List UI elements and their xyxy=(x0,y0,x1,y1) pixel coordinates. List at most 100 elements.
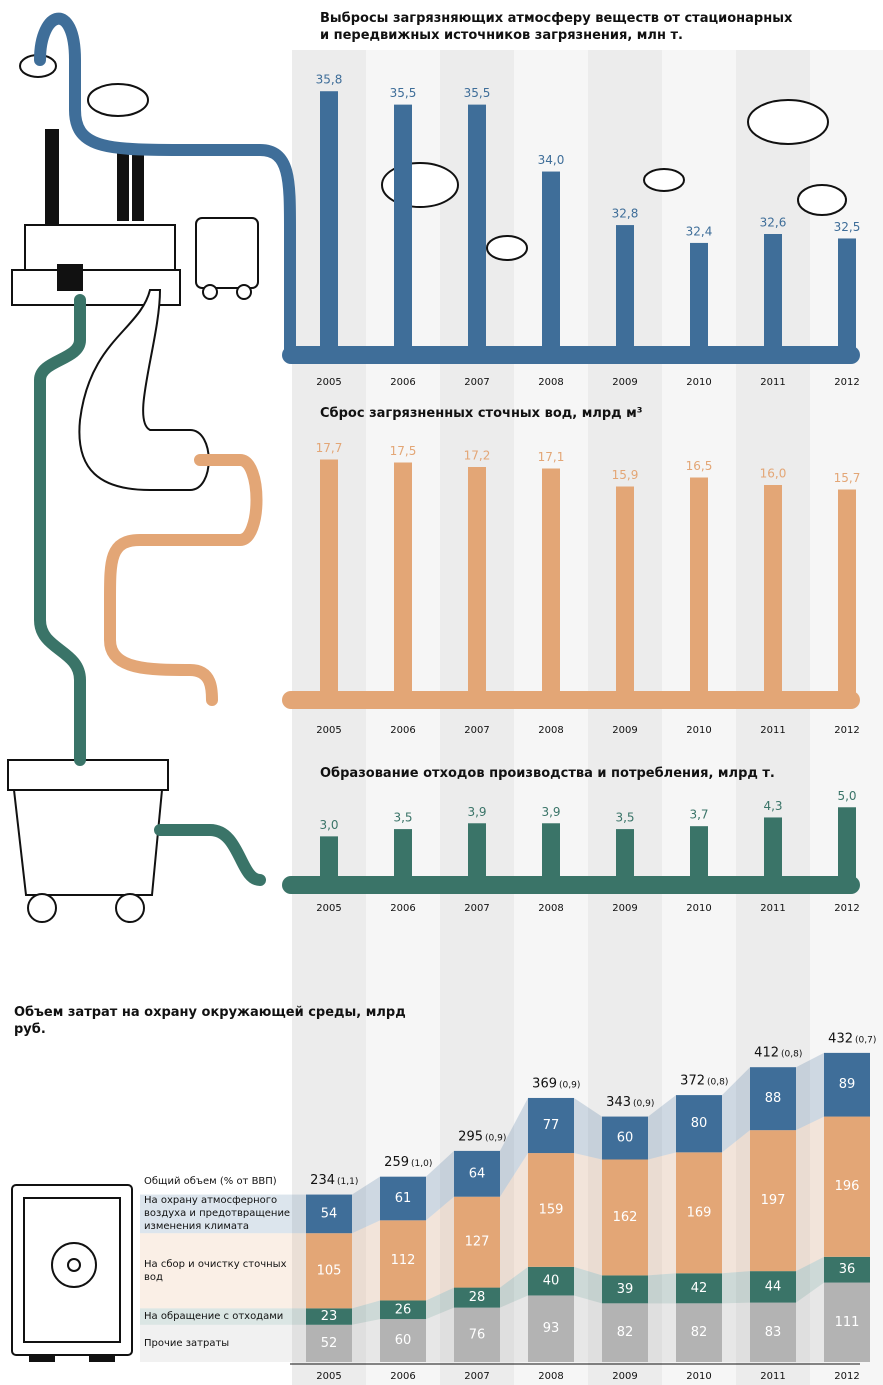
segment-label: 52 xyxy=(321,1336,338,1351)
bar-segment xyxy=(528,1295,574,1362)
x-tick-label: 2006 xyxy=(390,1371,415,1382)
segment-label: 64 xyxy=(469,1166,486,1181)
band xyxy=(352,1176,380,1234)
x-tick-label: 2010 xyxy=(686,903,711,914)
segment-label: 77 xyxy=(543,1118,560,1133)
bar xyxy=(542,468,560,695)
segment-label: 60 xyxy=(395,1333,412,1348)
x-tick-label: 2005 xyxy=(316,377,341,388)
bar xyxy=(394,829,412,880)
value-label: 17,2 xyxy=(464,449,491,463)
segment-label: 162 xyxy=(613,1210,638,1225)
segment-label: 196 xyxy=(835,1179,860,1194)
bar-segment xyxy=(824,1256,870,1283)
value-label: 17,7 xyxy=(316,441,343,455)
segment-label: 23 xyxy=(321,1309,338,1324)
segment-label: 54 xyxy=(321,1206,338,1221)
pipe xyxy=(282,876,860,894)
segment-label: 42 xyxy=(691,1281,708,1296)
value-label: 32,4 xyxy=(686,224,713,238)
x-tick-label: 2012 xyxy=(834,377,859,388)
bar-segment xyxy=(528,1097,574,1154)
totals-name-box: Общий объем (% от ВВП) xyxy=(144,1176,277,1188)
value-label: 16,0 xyxy=(760,467,787,481)
segment-label: 28 xyxy=(469,1290,486,1305)
legend-band xyxy=(140,1233,306,1309)
value-label: 32,6 xyxy=(760,216,787,230)
bar xyxy=(616,225,634,350)
band xyxy=(500,1097,528,1197)
band xyxy=(352,1319,380,1362)
x-tick-label: 2007 xyxy=(464,377,489,388)
segment-label: 44 xyxy=(765,1279,782,1294)
bar xyxy=(468,823,486,880)
bar-segment xyxy=(454,1307,500,1362)
bar-segment xyxy=(602,1159,648,1276)
plot: Выбросы загрязняющих атмосферу веществ о… xyxy=(14,11,876,1382)
bar-segment xyxy=(380,1300,426,1320)
bar xyxy=(764,485,782,695)
total-label: 259 xyxy=(384,1155,409,1170)
value-label: 3,0 xyxy=(319,818,338,832)
x-tick-label: 2010 xyxy=(686,377,711,388)
bar-segment xyxy=(306,1324,352,1362)
value-label: 3,5 xyxy=(615,811,634,825)
bar xyxy=(394,104,412,350)
x-tick-label: 2007 xyxy=(464,1371,489,1382)
x-tick-label: 2011 xyxy=(760,903,785,914)
bar xyxy=(542,171,560,350)
bar xyxy=(764,817,782,880)
segment-label: 127 xyxy=(465,1235,490,1250)
band xyxy=(352,1300,380,1325)
band xyxy=(796,1116,824,1272)
band xyxy=(574,1097,602,1160)
bar xyxy=(394,462,412,695)
value-label: 32,8 xyxy=(612,207,639,221)
bar-segment xyxy=(380,1319,426,1362)
totals-name: Общий объем (% от ВВП) xyxy=(144,1176,277,1188)
bar-segment xyxy=(454,1150,500,1197)
band xyxy=(500,1153,528,1288)
value-label: 17,5 xyxy=(390,444,417,458)
x-tick-label: 2012 xyxy=(834,1371,859,1382)
bar-segment xyxy=(750,1271,796,1303)
segment-label: 82 xyxy=(617,1325,634,1340)
value-label: 15,7 xyxy=(834,471,861,485)
band xyxy=(722,1271,750,1304)
value-label: 3,9 xyxy=(467,805,486,819)
legend-label: На сбор и очистку сточных вод xyxy=(144,1258,287,1283)
x-tick-label: 2006 xyxy=(390,377,415,388)
bar-segment xyxy=(528,1153,574,1267)
x-tick-label: 2008 xyxy=(538,1371,563,1382)
band xyxy=(796,1282,824,1362)
x-tick-label: 2011 xyxy=(760,725,785,736)
segment-label: 60 xyxy=(617,1131,634,1146)
bar-segment xyxy=(676,1273,722,1304)
value-label: 35,8 xyxy=(316,73,343,87)
segment-label: 93 xyxy=(543,1321,560,1336)
chart-title: Выбросы загрязняющих атмосферу веществ о… xyxy=(320,11,793,43)
value-label: 32,5 xyxy=(834,220,861,234)
band xyxy=(426,1307,454,1362)
band xyxy=(648,1095,676,1160)
bar xyxy=(542,823,560,880)
segment-label: 26 xyxy=(395,1302,412,1317)
bar-segment xyxy=(676,1095,722,1153)
legend-label-box: На обращение с отходами xyxy=(144,1311,283,1322)
bar-segment xyxy=(454,1196,500,1288)
bar-segment xyxy=(306,1308,352,1325)
band xyxy=(722,1302,750,1362)
bar-segment xyxy=(676,1303,722,1362)
bar-segment xyxy=(306,1233,352,1309)
band xyxy=(500,1266,528,1308)
segment-label: 197 xyxy=(761,1193,786,1208)
band xyxy=(796,1256,824,1303)
value-label: 15,9 xyxy=(612,468,639,482)
band xyxy=(426,1150,454,1221)
total-label: 432 xyxy=(828,1031,853,1046)
bar xyxy=(320,459,338,695)
total-label: 369 xyxy=(532,1076,557,1091)
x-tick-label: 2009 xyxy=(612,377,637,388)
bar xyxy=(616,486,634,695)
band xyxy=(574,1153,602,1276)
